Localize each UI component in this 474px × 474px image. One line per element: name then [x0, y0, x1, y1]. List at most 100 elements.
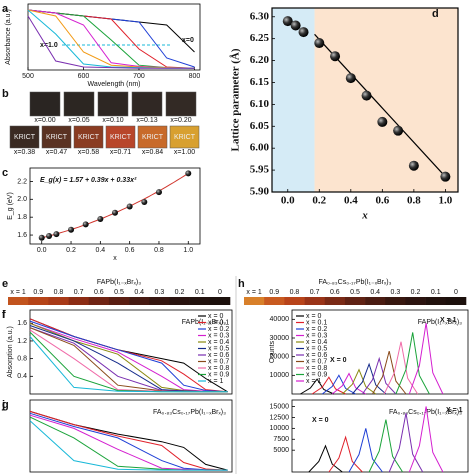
legend-label: x = 0.5: [208, 345, 229, 352]
strip-swatch: [304, 297, 326, 305]
annotation: X = 0: [330, 357, 347, 364]
y-tick-label: 2.2: [17, 178, 27, 185]
strip-x-label: 0.1: [431, 289, 441, 296]
data-point: [155, 189, 162, 196]
annotation: E_g(x) = 1.57 + 0.39x + 0.33x²: [40, 177, 137, 184]
shaded-region: [314, 8, 458, 192]
series-line: [383, 341, 419, 395]
legend-label: x = 0.5: [306, 345, 327, 352]
panel-label: a: [2, 3, 9, 15]
data-point: [330, 51, 341, 62]
strip-x-label: x = 1: [246, 289, 261, 296]
series-line: [348, 428, 383, 473]
legend-label: x = 0.7: [306, 358, 327, 365]
strip-swatch: [169, 297, 190, 305]
strip-x-label: 0.3: [390, 289, 400, 296]
strip-x-label: 0.9: [269, 289, 279, 296]
strip-swatch: [129, 297, 150, 305]
series-line: [29, 320, 228, 393]
photo-label: x=0.47: [46, 149, 67, 156]
plot-frame: [29, 167, 201, 245]
legend-label: x = 0: [306, 313, 321, 320]
x-tick-label: 0.6: [125, 247, 135, 254]
strip-x-label: 0: [454, 289, 458, 296]
series-line: [29, 336, 228, 393]
y-tick-label: 6.05: [250, 120, 270, 132]
strip-x-label: 0.2: [175, 289, 185, 296]
legend-label: x = 0.7: [208, 358, 229, 365]
x-tick-label: 700: [133, 73, 145, 80]
legend-label: x = 0.1: [208, 319, 229, 326]
photo-label: x=0.84: [142, 149, 163, 156]
y-tick-label: 1.2: [17, 338, 27, 345]
data-point: [440, 171, 451, 182]
panel-label: h: [238, 278, 245, 290]
y-tick-label: 10000: [270, 372, 290, 379]
strip-swatch: [425, 297, 447, 305]
y-tick-label: 5.90: [250, 186, 270, 198]
panel-label: j: [1, 399, 5, 411]
strip-x-label: 0.5: [350, 289, 360, 296]
strip-swatch: [324, 297, 346, 305]
plot-frame: [291, 309, 469, 395]
legend-label: x = 0.6: [208, 352, 229, 359]
data-point: [393, 125, 404, 136]
strip-swatch: [264, 297, 285, 305]
annotation: X = 1: [440, 317, 457, 324]
data-point: [112, 209, 118, 216]
series-line: [321, 374, 356, 395]
strip-x-label: 0.8: [290, 289, 300, 296]
data-point: [314, 38, 325, 49]
y-tick-label: 5.95: [250, 164, 270, 176]
data-point: [82, 221, 89, 228]
strip-swatch: [108, 297, 130, 305]
strip-swatch: [149, 297, 170, 305]
y-tick-label: 0.4: [17, 373, 27, 380]
data-point: [377, 116, 388, 127]
strip-x-label: x = 1: [10, 289, 25, 296]
data-point: [408, 160, 419, 171]
data-point: [53, 231, 60, 238]
strip-swatch: [8, 297, 29, 305]
plot-frame: [291, 399, 469, 473]
panel-label: d: [432, 8, 439, 20]
legend-label: x = 0.2: [306, 326, 327, 333]
y-tick-label: 10000: [270, 425, 290, 432]
y-tick-label: 5000: [273, 447, 289, 454]
strip-swatch: [385, 297, 406, 305]
strip-x-label: 0.5: [114, 289, 124, 296]
data-point: [141, 198, 148, 205]
y-tick-label: 6.10: [250, 98, 270, 110]
strip-x-label: 0: [218, 289, 222, 296]
strip-title: FA₀.₈₃Cs₀.₁₇Pb(I₁₋ₓBrₓ)₃: [318, 279, 391, 286]
x-tick-label: 0.2: [312, 195, 326, 207]
shaded-region: [272, 8, 315, 192]
legend-label: x = 0.4: [306, 339, 327, 346]
data-point: [46, 232, 53, 239]
y-tick-label: 6.15: [250, 76, 270, 88]
plot-frame: [27, 3, 201, 71]
film-photo: [9, 125, 40, 149]
series-line: [27, 15, 195, 69]
strip-x-label: 0.6: [330, 289, 340, 296]
x-tick-label: 500: [22, 73, 34, 80]
film-photo: [165, 91, 197, 117]
annotation: X = 1: [446, 407, 463, 414]
legend-label: x = 0.3: [306, 332, 327, 339]
annotation: x=1.0: [40, 42, 58, 49]
series-line: [395, 332, 430, 395]
y-tick-label: 40000: [270, 316, 290, 323]
legend-label: x = 0.6: [306, 352, 327, 359]
strip-swatch: [28, 297, 49, 305]
y-tick-label: 1.8: [17, 214, 27, 221]
data-point: [361, 90, 372, 101]
series-line: [311, 376, 346, 395]
plot-frame: [29, 309, 233, 395]
series-line: [29, 420, 228, 471]
y-tick-label: 1.6: [17, 320, 27, 327]
photo-brand: KRICT: [46, 134, 68, 141]
data-point: [185, 170, 192, 177]
strip-swatch: [344, 297, 366, 305]
plot-frame: [271, 7, 459, 193]
